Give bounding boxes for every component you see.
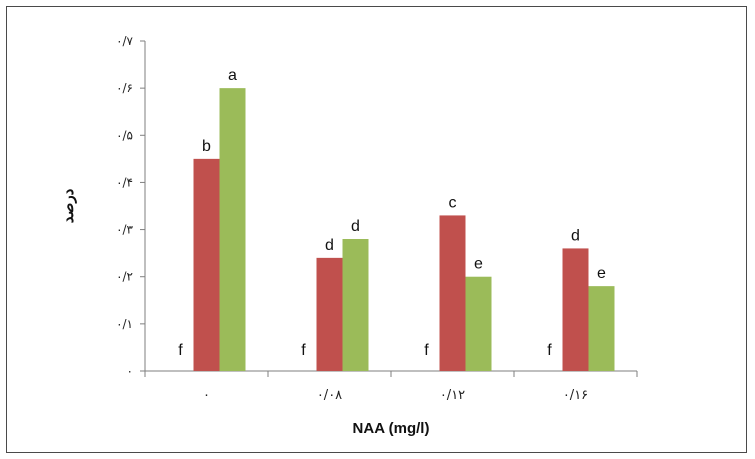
y-tick-label: ۰/۶ xyxy=(116,81,133,95)
data-label: e xyxy=(474,256,483,273)
data-label: f xyxy=(301,342,306,359)
bar xyxy=(219,88,246,372)
y-tick-label: ۰/۱ xyxy=(116,317,133,331)
bar xyxy=(588,286,615,371)
data-label: f xyxy=(178,342,183,359)
y-tick-label: ۰/۷ xyxy=(116,34,133,48)
x-axis-title: NAA (mg/l) xyxy=(353,420,430,437)
data-label: d xyxy=(325,237,334,254)
y-tick-label: ۰/۴ xyxy=(116,175,133,189)
x-tick-label: ۰/۰۸ xyxy=(317,388,342,403)
bar xyxy=(465,276,492,371)
bar xyxy=(439,215,466,371)
y-axis-title: درصد xyxy=(60,188,77,223)
bar xyxy=(562,248,589,371)
bars xyxy=(193,88,615,372)
data-label: e xyxy=(597,265,606,282)
y-tick-label: ۰/۲ xyxy=(116,270,133,284)
x-tick-label: ۰ xyxy=(203,388,210,403)
bar xyxy=(193,158,220,371)
y-tick-label: ۰ xyxy=(127,364,133,378)
data-label: f xyxy=(547,342,552,359)
chart-frame: ۰ ۰/۱ ۰/۲ ۰/۳ ۰/۴ ۰/۵ ۰/۶ ۰/۷ ۰ ۰/۰۸ ۰/۱۲ ۰/۱۶ f b a f… xyxy=(6,6,747,453)
y-tick-label: ۰/۳ xyxy=(116,223,133,237)
x-tick-label: ۰/۱۶ xyxy=(563,388,588,403)
data-label: d xyxy=(351,218,360,235)
data-label: d xyxy=(571,227,580,244)
data-label: a xyxy=(228,67,237,84)
data-label: b xyxy=(202,138,211,155)
bar xyxy=(342,239,369,371)
data-label: c xyxy=(449,194,457,211)
axes: ۰ ۰/۱ ۰/۲ ۰/۳ ۰/۴ ۰/۵ ۰/۶ ۰/۷ ۰ ۰/۰۸ ۰/۱۲ ۰/۱۶ xyxy=(116,34,638,403)
data-label: f xyxy=(424,342,429,359)
bar xyxy=(316,257,343,371)
bar-chart: ۰ ۰/۱ ۰/۲ ۰/۳ ۰/۴ ۰/۵ ۰/۶ ۰/۷ ۰ ۰/۰۸ ۰/۱۲ ۰/۱۶ f b a f… xyxy=(60,34,638,437)
y-tick-label: ۰/۵ xyxy=(116,128,133,142)
x-tick-label: ۰/۱۲ xyxy=(440,388,465,403)
